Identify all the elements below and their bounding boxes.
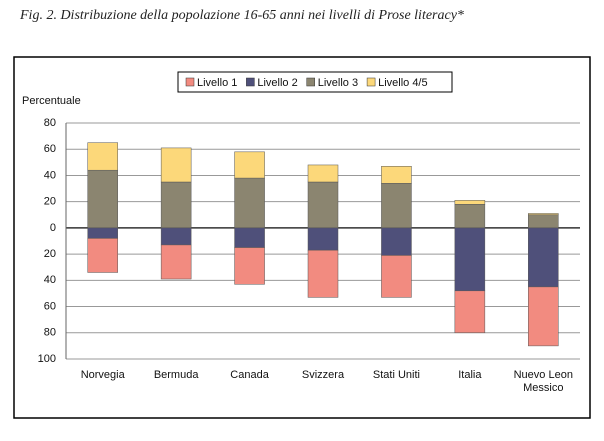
x-tick-label: Stati Uniti [372,369,420,381]
x-tick-label: Italia [458,369,482,381]
bar-segment [234,227,265,248]
bar-segment [307,227,339,251]
bar-segment [307,249,339,298]
bar-segment [381,227,412,256]
legend-label: Livello 4/5 [378,77,428,89]
y-tick-label: 0 [50,222,56,234]
figure-caption: Fig. 2. Distribuzione della popolazione … [20,8,464,23]
legend-label: Livello 1 [197,77,237,89]
bar-segment [234,247,265,285]
y-tick-label: 60 [44,300,56,312]
bar-segment [234,177,265,229]
bar-segment [381,166,412,184]
y-tick-label: 100 [38,353,56,365]
bar-segment [87,142,118,171]
bar-segment [528,286,559,347]
bar-segment [454,204,486,229]
bar-segment [87,169,118,229]
legend-swatch [246,77,255,87]
bar-segment [528,227,559,288]
y-tick-label: 60 [44,143,56,155]
bar-segment [87,238,118,273]
bar-segment [454,227,486,292]
bar-segment [160,181,192,229]
x-tick-label: Norvegia [80,369,125,381]
y-axis-label: Percentuale [22,95,81,107]
bar-segment [454,290,486,334]
y-tick-label: 40 [44,169,56,181]
legend-swatch [185,77,195,87]
bar-segment [160,244,192,280]
bar-segment [160,147,192,183]
x-tick-label: Svizzera [301,369,345,381]
legend-label: Livello 2 [257,77,297,89]
legend-swatch [306,77,315,87]
bar-segment [381,255,412,298]
bar-segment [160,227,192,246]
bar-segment [307,181,339,229]
x-tick-label: Nuevo Leon Messico [513,369,573,394]
bar-segment [454,200,486,205]
y-tick-label: 80 [44,327,56,339]
y-tick-label: 20 [44,196,56,208]
legend-label: Livello 3 [318,77,358,89]
bar-segment [234,151,265,179]
bar-segment [528,214,559,229]
bar-segment [307,164,339,183]
bar-segment [381,183,412,229]
bar-segment [87,227,118,239]
y-tick-label: 40 [44,274,56,286]
y-tick-label: 80 [44,117,56,129]
bar-segment [528,213,559,216]
legend-box [177,71,453,93]
x-tick-label: Bermuda [153,369,199,381]
legend-swatch [366,77,376,87]
y-tick-label: 20 [44,248,56,260]
x-tick-label: Canada [230,369,269,381]
